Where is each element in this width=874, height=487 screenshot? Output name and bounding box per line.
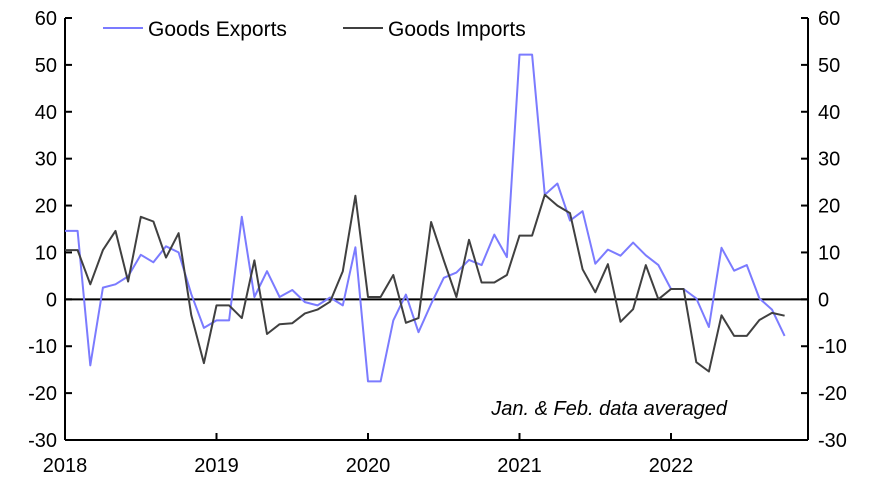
y-tick-label-left: 50: [35, 55, 57, 77]
y-tick-label-right: -30: [818, 430, 847, 452]
y-tick-label-right: 0: [818, 289, 829, 311]
y-tick-label-right: -10: [818, 336, 847, 358]
y-tick-label-left: 10: [35, 242, 57, 264]
series-line-goods-exports: [65, 53, 786, 383]
y-tick-label-right: -20: [818, 383, 847, 405]
x-tick-label: 2019: [194, 455, 239, 477]
y-tick-label-right: 60: [818, 8, 840, 30]
y-tick-label-left: -30: [28, 430, 57, 452]
annotation: Jan. & Feb. data averaged: [490, 398, 728, 420]
series-lines: [65, 53, 786, 383]
y-tick-label-left: 20: [35, 196, 57, 218]
y-tick-label-right: 10: [818, 242, 840, 264]
y-tick-label-right: 40: [818, 102, 840, 124]
y-tick-label-left: 60: [35, 8, 57, 30]
y-tick-label-left: 40: [35, 102, 57, 124]
y-tick-label-right: 50: [818, 55, 840, 77]
legend-label-exports: Goods Exports: [148, 18, 287, 41]
y-tick-label-right: 20: [818, 196, 840, 218]
y-tick-label-right: 30: [818, 149, 840, 171]
legend: Goods Exports Goods Imports: [103, 18, 526, 41]
y-tick-label-left: -10: [28, 336, 57, 358]
series-line-goods-imports: [65, 193, 785, 373]
x-tick-label: 2021: [497, 455, 542, 477]
y-tick-label-left: 30: [35, 149, 57, 171]
y-tick-label-left: 0: [46, 289, 57, 311]
x-tick-label: 2022: [649, 455, 694, 477]
x-tick-label: 2018: [43, 455, 88, 477]
x-tick-label: 2020: [346, 455, 391, 477]
y-tick-label-left: -20: [28, 383, 57, 405]
legend-label-imports: Goods Imports: [388, 18, 526, 41]
